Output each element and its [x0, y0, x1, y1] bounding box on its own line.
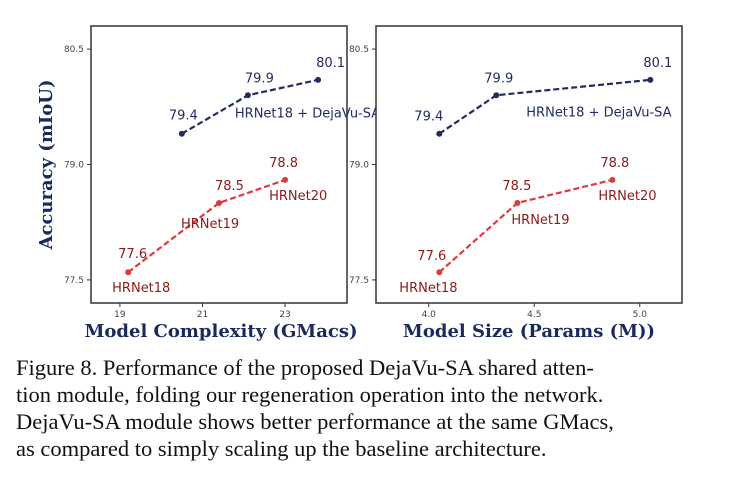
y-tick-label: 79.0 — [349, 161, 369, 171]
data-point-name: HRNet20 — [598, 189, 656, 204]
data-value-label: 80.1 — [643, 56, 672, 71]
x-tick-label: 4.5 — [527, 310, 541, 320]
data-point — [436, 130, 443, 137]
data-point — [647, 76, 654, 83]
data-point — [125, 269, 132, 276]
data-point-name: HRNet18 — [112, 281, 170, 296]
data-point — [514, 199, 521, 206]
caption-line-3: DejaVu-SA module shows better performanc… — [16, 409, 614, 434]
y-tick-label: 79.0 — [64, 161, 84, 171]
data-point — [493, 92, 500, 99]
y-tick-label: 80.5 — [64, 45, 84, 55]
data-value-label: 78.8 — [600, 156, 629, 171]
data-point-name: HRNet18 — [399, 281, 457, 296]
data-value-label: 79.9 — [245, 71, 274, 86]
data-point — [436, 269, 443, 276]
x-tick-label: 5.0 — [633, 310, 648, 320]
plot-frame — [375, 25, 683, 304]
x-tick-label: 23 — [279, 310, 290, 320]
data-point-name: HRNet18 + DejaVu-SA — [526, 105, 671, 120]
x-tick-label: 19 — [114, 310, 126, 320]
caption-line-2: tion module, folding our regeneration op… — [16, 382, 604, 407]
data-value-label: 79.9 — [484, 71, 513, 86]
caption-line-4: as compared to simply scaling up the bas… — [16, 436, 547, 461]
data-value-label: 78.5 — [215, 179, 244, 194]
data-value-label: 79.4 — [169, 109, 198, 124]
data-value-label: 80.1 — [316, 56, 345, 71]
data-value-label: 77.6 — [417, 249, 446, 264]
x-axis-label: Model Complexity (GMacs) — [84, 321, 357, 342]
data-point — [282, 176, 289, 183]
data-point — [315, 76, 322, 83]
series-line-hrnet — [127, 178, 286, 274]
caption-line-1: Figure 8. Performance of the proposed De… — [16, 355, 594, 380]
y-tick-label: 80.5 — [349, 45, 369, 55]
data-point — [178, 130, 185, 137]
figure-caption: Figure 8. Performance of the proposed De… — [16, 354, 722, 462]
data-point — [244, 92, 251, 99]
y-tick-label: 77.5 — [349, 276, 369, 286]
data-value-label: 78.5 — [502, 179, 531, 194]
y-axis-label: Accuracy (mIoU) — [36, 79, 57, 250]
data-value-label: 78.8 — [269, 156, 298, 171]
data-point-name: HRNet18 + DejaVu-SA — [235, 106, 380, 121]
x-tick-label: 4.0 — [422, 310, 437, 320]
y-tick-label: 77.5 — [64, 276, 84, 286]
data-point-name: HRNet19 — [511, 213, 569, 228]
data-point — [609, 176, 616, 183]
plot-frame — [90, 25, 348, 304]
data-point-name: HRNet19 — [181, 217, 239, 232]
data-value-label: 79.4 — [414, 110, 443, 125]
x-tick-label: 21 — [197, 310, 208, 320]
data-point-name: HRNet20 — [269, 189, 327, 204]
data-value-label: 77.6 — [118, 247, 147, 262]
data-point — [216, 199, 222, 206]
x-axis-label: Model Size (Params (M)) — [403, 321, 655, 342]
